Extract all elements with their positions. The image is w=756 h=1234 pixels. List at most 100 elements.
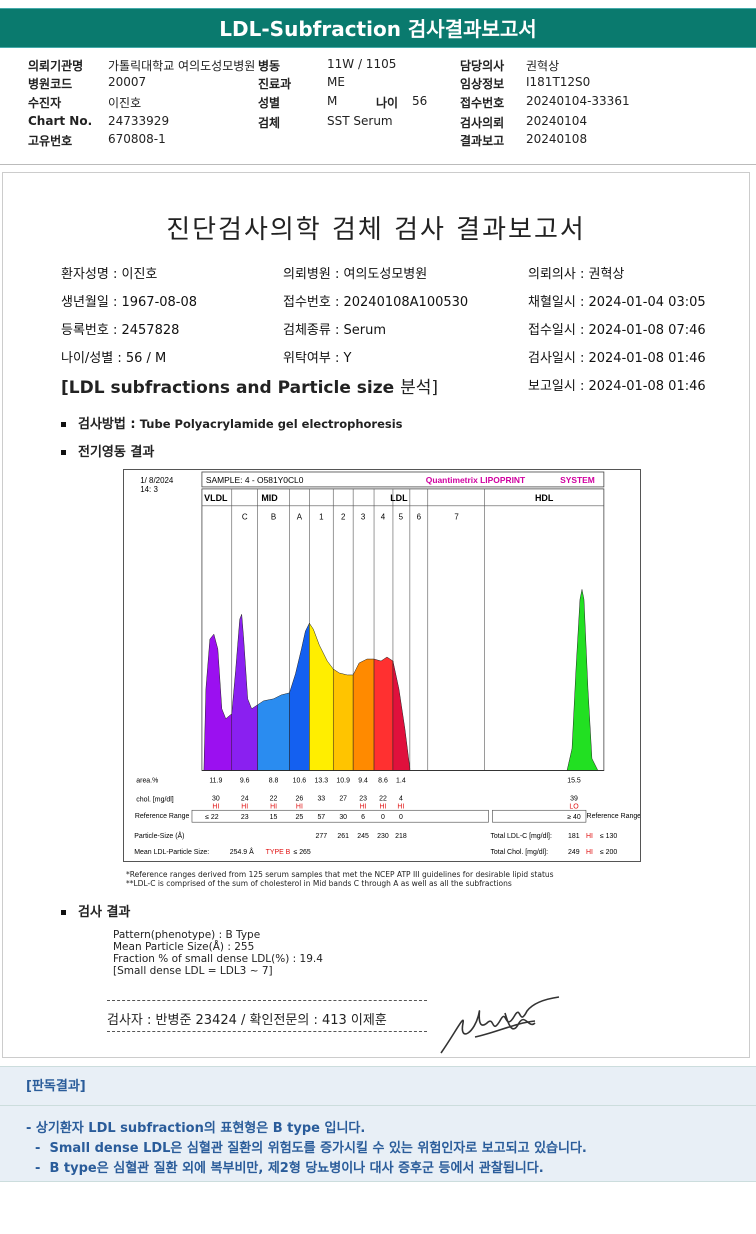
header-value: M (327, 94, 338, 108)
mean-label: Mean LDL-Particle Size: (134, 849, 209, 856)
ref-value: 6 (361, 814, 365, 821)
total-chol-flag: HI (586, 849, 593, 856)
header-value: 20240108 (526, 132, 588, 146)
total-ldl-value: 181 (568, 833, 580, 840)
chol-value: 27 (339, 795, 347, 802)
method-value: Tube Polyacrylamide gel electrophoresis (139, 417, 403, 431)
ref-value: 25 (296, 814, 304, 821)
header-value: 24733929 (108, 114, 170, 128)
chart-notes: *Reference ranges derived from 125 serum… (126, 870, 554, 888)
chol-flag: HI (212, 803, 219, 810)
peak-segment (373, 656, 394, 771)
header-label: 고유번호 (28, 134, 73, 148)
note-2: **LDL-C is comprised of the sum of chole… (126, 879, 512, 888)
patient-field: 접수일시 : 2024-01-08 07:46 (528, 323, 706, 338)
chol-value: 26 (296, 795, 304, 802)
result-sdldl-def: [Small dense LDL = LDL3 ~ 7] (113, 965, 273, 977)
header-value: 20240104 (526, 114, 588, 128)
header-label: 성별 (258, 96, 281, 110)
method-label: 검사방법 : (78, 417, 136, 432)
header-divider (0, 164, 756, 165)
header-value: 11W / 1105 (327, 57, 397, 71)
chol-flag: HI (241, 803, 248, 810)
header-label: 임상정보 (460, 77, 505, 91)
header-value: SST Serum (327, 114, 393, 128)
ref-value: 15 (270, 814, 278, 821)
area-value: 10.9 (336, 777, 350, 784)
chol-value: 24 (241, 795, 249, 802)
total-chol-label: Total Chol. [mg/dl]: (490, 849, 548, 856)
interpretation-line-2: - Small dense LDL은 심혈관 질환의 위험도를 증가시킬 수 있… (26, 1141, 587, 1156)
bullet-icon (61, 450, 66, 455)
mean-value: 254.9 Å (230, 847, 254, 856)
patient-field: 환자성명 : 이진호 (61, 267, 158, 282)
header-value: 이진호 (108, 96, 142, 110)
total-ldl-ref: ≤ 130 (600, 833, 617, 840)
interpretation-line-3: - B type은 심혈관 질환 외에 복부비만, 제2형 당뇨병이나 대사 증… (26, 1161, 544, 1176)
chart-brand-tail: SYSTEM (560, 475, 595, 485)
header-value: 20240104-33361 (526, 94, 630, 108)
chart-brand: Quantimetrix LIPOPRINT (426, 475, 526, 485)
patient-field: 의뢰병원 : 여의도성모병원 (283, 267, 428, 282)
header-value: 20007 (108, 75, 147, 89)
particle-value: 261 (337, 833, 349, 840)
chart-sample: SAMPLE: 4 - O581Y0CL0 (206, 475, 304, 485)
chol-flag: LO (569, 803, 579, 810)
note-1: *Reference ranges derived from 125 serum… (126, 870, 554, 879)
result-sdldl-fraction: Fraction % of small dense LDL(%) : 19.4 (113, 953, 323, 965)
patient-field: 검체종류 : Serum (283, 323, 386, 338)
chol-label: chol. [mg/dl] (136, 796, 174, 803)
peak-segment (333, 668, 354, 771)
document-title: 진단검사의학 검체 검사 결과보고서 (166, 215, 586, 245)
particle-value: 245 (357, 833, 369, 840)
bullet-icon (61, 422, 66, 427)
chol-flag: HI (397, 803, 404, 810)
result-lines: Pattern(phenotype) : B Type Mean Particl… (113, 929, 323, 977)
header-label: 검사의뢰 (460, 116, 505, 130)
chart-date: 1/ 8/2024 (140, 476, 174, 485)
chart-time: 14: 3 (140, 485, 158, 494)
particle-value: 230 (377, 833, 389, 840)
chol-value: 4 (399, 795, 403, 802)
header-label: Chart No. (28, 114, 93, 128)
peak-segment (352, 658, 375, 771)
mean-ref: ≤ 265 (293, 849, 310, 856)
area-value: 11.9 (209, 777, 222, 784)
chol-value: 30 (212, 795, 220, 802)
peak-segment (566, 589, 599, 771)
ref-value: 0 (399, 814, 403, 821)
interpretation-section: [판독결과] - 상기환자 LDL subfraction의 표현형은 B ty… (0, 1066, 756, 1182)
area-value: 8.6 (378, 777, 388, 784)
region-label: LDL (390, 493, 408, 503)
interpretation-line-1: - 상기환자 LDL subfraction의 표현형은 B type 입니다. (26, 1121, 366, 1136)
band-label: A (297, 513, 303, 522)
chol-flag: HI (270, 803, 277, 810)
area-value: 8.8 (269, 777, 279, 784)
result-label: 검사 결과 (78, 905, 131, 920)
total-chol-value: 249 (568, 849, 580, 856)
peak-segment (203, 633, 233, 771)
hdl-ref-value: ≥ 40 (567, 814, 581, 821)
particle-label: Particle-Size (Å) (134, 831, 184, 840)
header-value: 670808-1 (108, 132, 166, 146)
band-label: 1 (319, 513, 324, 522)
band-label: 5 (399, 513, 404, 522)
sample-box (201, 471, 605, 488)
band-label: 4 (381, 513, 386, 522)
subtitle-ko: 분석] (400, 378, 438, 398)
chol-flag: HI (296, 803, 303, 810)
chol-flag: HI (360, 803, 367, 810)
electro-line: 전기영동 결과 (61, 441, 154, 460)
result-mean-size: Mean Particle Size(Å) : 255 (113, 941, 255, 953)
ref-label: Reference Range (135, 813, 190, 820)
header-label: 나이 (376, 96, 399, 110)
peak-segment (392, 660, 411, 771)
header-value: 56 (412, 94, 428, 108)
area-label: area.% (136, 777, 158, 784)
signature-line-bottom (107, 1031, 427, 1032)
header-label: 접수번호 (460, 96, 505, 110)
area-value: 9.6 (240, 777, 250, 784)
patient-field: 등록번호 : 2457828 (61, 323, 180, 338)
peak-segment (289, 623, 310, 771)
particle-value: 218 (395, 833, 407, 840)
